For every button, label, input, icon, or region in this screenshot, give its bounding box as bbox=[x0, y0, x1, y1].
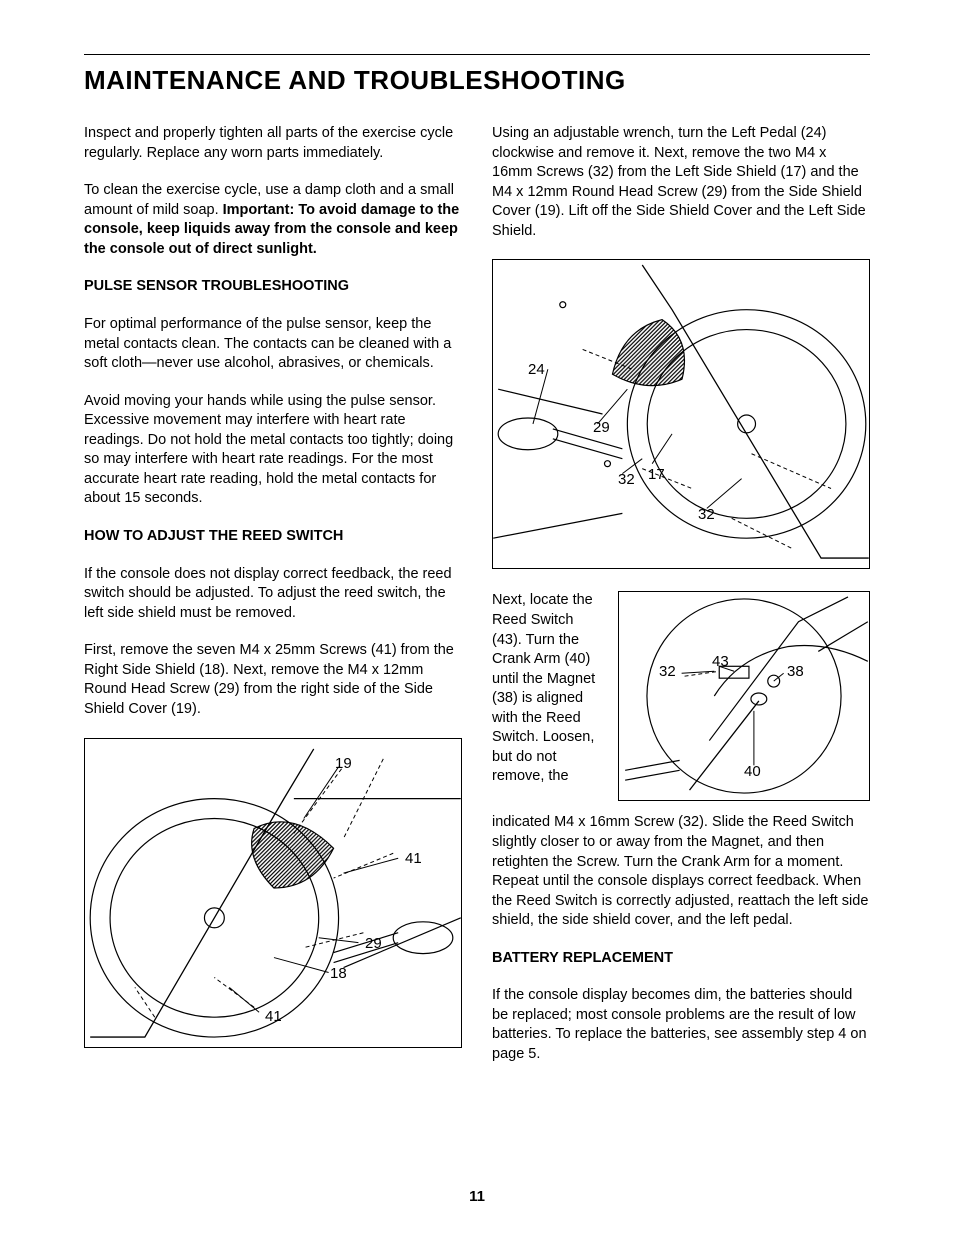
callout-32b: 32 bbox=[698, 505, 715, 525]
right-column: Using an adjustable wrench, turn the Lef… bbox=[492, 124, 870, 1083]
reed-p1: If the console does not display correct … bbox=[84, 565, 462, 624]
battery-heading: BATTERY REPLACEMENT bbox=[492, 949, 870, 969]
callout-41a: 41 bbox=[405, 849, 422, 869]
intro-p1: Inspect and properly tighten all parts o… bbox=[84, 124, 462, 163]
callout-38: 38 bbox=[787, 662, 804, 682]
left-column: Inspect and properly tighten all parts o… bbox=[84, 124, 462, 1083]
figure-left-side-shield: 24 29 32 17 32 bbox=[492, 259, 870, 569]
figure1-svg bbox=[85, 739, 461, 1047]
figure2-svg bbox=[493, 260, 869, 568]
figure-reed-switch-detail: 32 43 38 40 bbox=[618, 591, 870, 801]
callout-32a: 32 bbox=[618, 470, 635, 490]
page-title: MAINTENANCE AND TROUBLESHOOTING bbox=[84, 65, 870, 96]
figure-right-side-shield: 19 41 29 18 41 bbox=[84, 738, 462, 1048]
pulse-p2: Avoid moving your hands while using the … bbox=[84, 392, 462, 509]
callout-18: 18 bbox=[330, 964, 347, 984]
horizontal-rule bbox=[84, 54, 870, 55]
callout-32: 32 bbox=[659, 662, 676, 682]
page-number: 11 bbox=[0, 1188, 954, 1205]
two-column-layout: Inspect and properly tighten all parts o… bbox=[84, 124, 870, 1083]
pulse-p1: For optimal performance of the pulse sen… bbox=[84, 315, 462, 374]
figure3-sidetext: Next, locate the Reed Switch (43). Turn … bbox=[492, 591, 602, 801]
battery-p: If the console display becomes dim, the … bbox=[492, 986, 870, 1064]
right-p1: Using an adjustable wrench, turn the Lef… bbox=[492, 124, 870, 241]
intro-p2: To clean the exercise cycle, use a damp … bbox=[84, 181, 462, 259]
callout-24: 24 bbox=[528, 360, 545, 380]
pulse-sensor-heading: PULSE SENSOR TROUBLESHOOTING bbox=[84, 277, 462, 297]
reed-p2: First, remove the seven M4 x 25mm Screws… bbox=[84, 641, 462, 719]
callout-40: 40 bbox=[744, 762, 761, 782]
figure3-wrap: Next, locate the Reed Switch (43). Turn … bbox=[492, 591, 870, 801]
right-p2: indicated M4 x 16mm Screw (32). Slide th… bbox=[492, 813, 870, 930]
callout-19: 19 bbox=[335, 754, 352, 774]
reed-switch-heading: HOW TO ADJUST THE REED SWITCH bbox=[84, 527, 462, 547]
callout-43: 43 bbox=[712, 652, 729, 672]
callout-29: 29 bbox=[593, 418, 610, 438]
callout-29: 29 bbox=[365, 934, 382, 954]
callout-17: 17 bbox=[648, 465, 665, 485]
callout-41b: 41 bbox=[265, 1007, 282, 1027]
